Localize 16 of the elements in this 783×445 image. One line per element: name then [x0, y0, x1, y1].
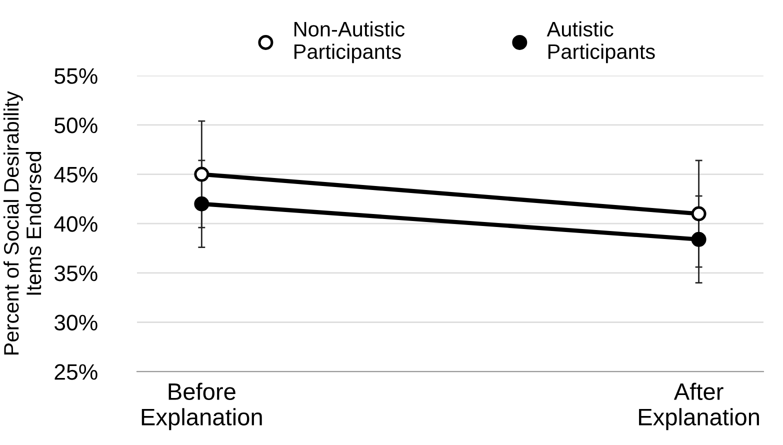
legend-label: Non-Autistic Participants	[294, 21, 405, 64]
y-tick-label: 55%	[54, 68, 98, 84]
point	[194, 166, 210, 182]
y-axis-title: Percent of Social Desirability Items Endorsed	[3, 91, 42, 354]
point	[691, 232, 706, 247]
legend-label: Autistic Participants	[546, 21, 655, 64]
y-tick-label: 25%	[54, 364, 98, 380]
y-tick-label: 40%	[54, 216, 98, 232]
y-tick-label: 50%	[54, 118, 98, 134]
x-tick-label: After Explanation	[639, 382, 759, 430]
point	[691, 206, 706, 222]
x-tick-label: Before Explanation	[142, 382, 262, 430]
y-tick-label: 30%	[54, 314, 98, 331]
y-tick-label: 45%	[54, 166, 98, 183]
y-tick-label: 35%	[54, 265, 98, 282]
point	[194, 196, 210, 212]
